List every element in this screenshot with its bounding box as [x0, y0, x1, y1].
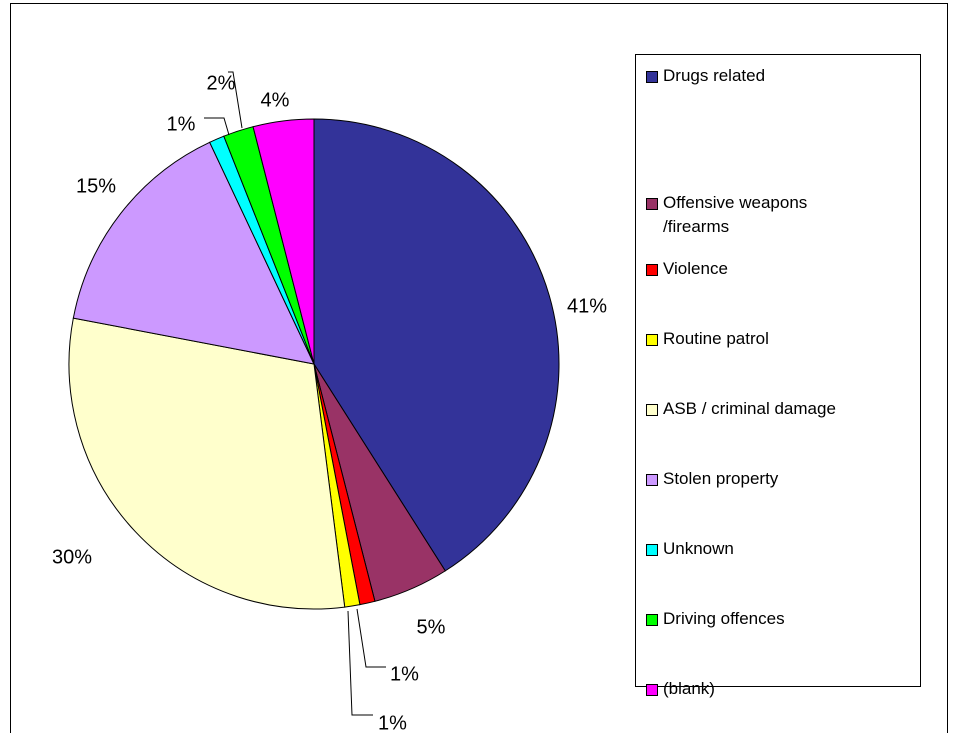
- legend-swatch: [646, 544, 658, 556]
- legend-item-blank: (blank): [646, 677, 913, 701]
- legend-label: Offensive weapons /firearms: [663, 193, 808, 236]
- data-label: 2%: [207, 72, 236, 94]
- legend-label: ASB / criminal damage: [663, 399, 836, 418]
- pie-slice-blank: [252, 118, 315, 365]
- leader-line: [356, 608, 386, 668]
- pie-slice-stolen-property: [72, 141, 315, 365]
- legend-label: Driving offences: [663, 609, 785, 628]
- legend-swatch: [646, 264, 658, 276]
- legend-swatch: [646, 71, 658, 83]
- legend-label: Unknown: [663, 539, 734, 558]
- legend-item-drugs-related: Drugs related: [646, 64, 913, 88]
- legend-item-offensive-weapons: Offensive weapons /firearms: [646, 191, 873, 239]
- data-label: 5%: [417, 616, 446, 638]
- legend-label: Stolen property: [663, 469, 779, 488]
- data-label: 1%: [378, 712, 407, 734]
- legend-item-driving-offences: Driving offences: [646, 607, 913, 631]
- data-label: 4%: [261, 89, 290, 111]
- data-label: 30%: [52, 546, 92, 568]
- data-label: 15%: [76, 175, 116, 197]
- legend-swatch: [646, 474, 658, 486]
- pie-slice-asb-criminal-damage: [68, 317, 346, 610]
- data-label: 41%: [567, 295, 607, 317]
- legend-swatch: [646, 334, 658, 346]
- legend-item-routine-patrol: Routine patrol: [646, 327, 913, 351]
- pie-slice-drugs-related: [313, 118, 560, 572]
- legend-label: Violence: [663, 259, 728, 278]
- legend: Drugs related Offensive weapons /firearm…: [635, 54, 921, 698]
- leader-line: [228, 71, 243, 129]
- legend-label: Drugs related: [663, 66, 766, 85]
- legend-label: Routine patrol: [663, 329, 769, 348]
- legend-swatch: [646, 684, 658, 696]
- legend-label: (blank): [663, 679, 715, 698]
- leader-line: [347, 610, 373, 716]
- legend-item-stolen-property: Stolen property: [646, 467, 913, 491]
- legend-swatch: [646, 614, 658, 626]
- legend-item-asb: ASB / criminal damage: [646, 397, 913, 421]
- legend-swatch: [646, 404, 658, 416]
- legend-swatch: [646, 198, 658, 210]
- legend-item-violence: Violence: [646, 257, 913, 281]
- leader-line: [204, 117, 230, 136]
- data-label: 1%: [167, 113, 196, 135]
- legend-item-unknown: Unknown: [646, 537, 913, 561]
- data-label: 1%: [390, 663, 419, 685]
